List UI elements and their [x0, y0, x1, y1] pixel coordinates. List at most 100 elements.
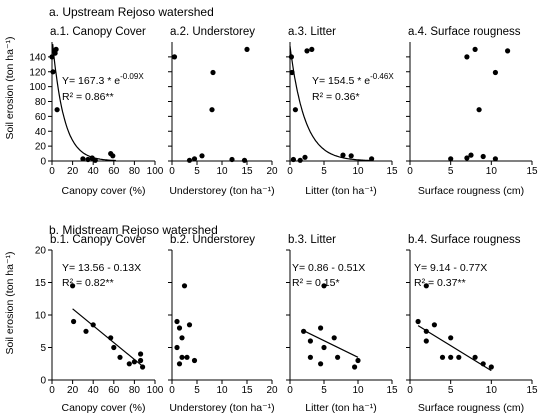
regression-equation: Y= 9.14 - 0.77X [414, 262, 487, 274]
x-tick-label: 20 [67, 166, 79, 177]
x-axis-label: Canopy cover (%) [61, 402, 145, 414]
regression-equation: Y= 0.86 - 0.51X [292, 262, 365, 274]
data-point [241, 157, 248, 163]
fit-line [303, 330, 359, 358]
data-point [179, 354, 185, 360]
panel-0-2: a.3. Litter 0 5 10 15 Litter (ton ha⁻¹) Y= 154… [286, 26, 398, 197]
y-tick-label: 0 [40, 157, 46, 168]
panel-title: b.3. Litter [288, 234, 336, 246]
x-tick-label: 5 [448, 385, 454, 396]
x-tick-label: 0 [407, 166, 413, 177]
data-point [138, 351, 144, 357]
data-point [307, 338, 313, 344]
data-point [186, 157, 193, 163]
data-point [49, 54, 55, 60]
data-point [199, 153, 205, 159]
x-axis-label: Understorey (ton ha⁻¹) [169, 185, 274, 197]
data-point [423, 328, 429, 334]
y-tick-label: 15 [35, 278, 47, 289]
data-point [289, 69, 295, 76]
r-squared-label: R² = 0.36* [312, 91, 360, 103]
x-tick-label: 0 [49, 166, 55, 177]
data-point [176, 361, 183, 367]
data-point [191, 156, 198, 162]
regression-equation: Y= 13.56 - 0.13X [62, 262, 141, 274]
section-title-upstream: a. Upstream Rejoso watershed [49, 5, 214, 19]
x-tick-label: 0 [287, 385, 293, 396]
data-point [439, 354, 446, 360]
x-tick-label: 5 [194, 166, 200, 177]
data-point [331, 335, 337, 341]
data-point [181, 283, 188, 289]
panel-title: a.3. Litter [288, 26, 336, 38]
fit-line [289, 46, 374, 162]
fit-line [52, 44, 116, 162]
data-point [492, 69, 498, 76]
data-point [288, 54, 294, 60]
x-axis-label: Litter (ton ha⁻¹) [305, 402, 377, 414]
panel-1-0: b.1. Canopy Cover 0 5 10 15 20 0 20 40 60 80 100Can… [35, 234, 164, 414]
fit-line [72, 308, 143, 367]
panel-0-1: a.2. Understorey 0 5 10 15 20 Understorey (ton… [168, 26, 278, 197]
panel-1-2: b.3. Litter 0 5 10 15 Litter (ton ha⁻¹) Y= 0.8… [286, 234, 398, 414]
x-tick-label: 10 [486, 385, 498, 396]
data-point [297, 157, 303, 163]
data-point [423, 338, 429, 344]
data-point [131, 359, 137, 365]
y-tick-label: 140 [29, 52, 46, 63]
x-tick-label: 10 [352, 166, 364, 177]
panel-title: a.4. Surface rougness [408, 26, 521, 38]
data-point [464, 155, 470, 161]
x-tick-label: 10 [216, 385, 228, 396]
data-point [184, 354, 190, 360]
data-point [304, 48, 310, 54]
regression-equation: Y= 167.3 * e-0.09X [62, 72, 144, 87]
data-point [210, 69, 216, 76]
data-point [186, 322, 193, 328]
data-point [476, 107, 482, 113]
x-tick-label: 20 [266, 166, 278, 177]
data-point [472, 46, 478, 53]
r-squared-label: R² = 0.15* [292, 277, 340, 289]
data-point [174, 344, 180, 351]
data-point [431, 322, 437, 328]
y-axis-label-midstream: Soil erosion (ton ha⁻¹) [4, 251, 16, 354]
data-point [290, 156, 296, 163]
x-axis-label: Surface rougness (cm) [418, 185, 524, 197]
y-tick-label: 10 [35, 311, 47, 322]
x-tick-label: 0 [407, 385, 413, 396]
data-point [111, 344, 117, 351]
regression-equation: Y= 154.5 * e-0.46X [312, 72, 394, 87]
x-tick-label: 5 [321, 385, 327, 396]
data-point [140, 364, 146, 370]
data-point [472, 354, 478, 360]
panel-title: b.2. Understorey [170, 234, 255, 246]
data-point [171, 54, 178, 60]
data-point [309, 46, 315, 53]
x-tick-label: 40 [88, 385, 100, 396]
x-tick-label: 5 [321, 166, 327, 177]
x-tick-label: 10 [216, 166, 228, 177]
data-point [90, 322, 96, 328]
x-tick-label: 5 [194, 385, 200, 396]
y-tick-label: 80 [35, 97, 47, 108]
x-tick-label: 10 [352, 385, 364, 396]
y-tick-label: 120 [29, 67, 46, 78]
data-point [488, 364, 494, 370]
data-point [340, 152, 346, 158]
x-tick-label: 0 [49, 385, 55, 396]
data-point [307, 354, 313, 360]
data-point [321, 283, 327, 289]
data-point [505, 48, 511, 54]
x-tick-label: 15 [241, 385, 253, 396]
x-axis-label: Understorey (ton ha⁻¹) [169, 402, 274, 414]
data-point [108, 335, 114, 341]
x-tick-label: 40 [88, 166, 100, 177]
data-point [70, 283, 76, 289]
data-point [448, 156, 454, 162]
y-tick-label: 5 [40, 343, 46, 354]
y-tick-label: 60 [35, 112, 47, 123]
